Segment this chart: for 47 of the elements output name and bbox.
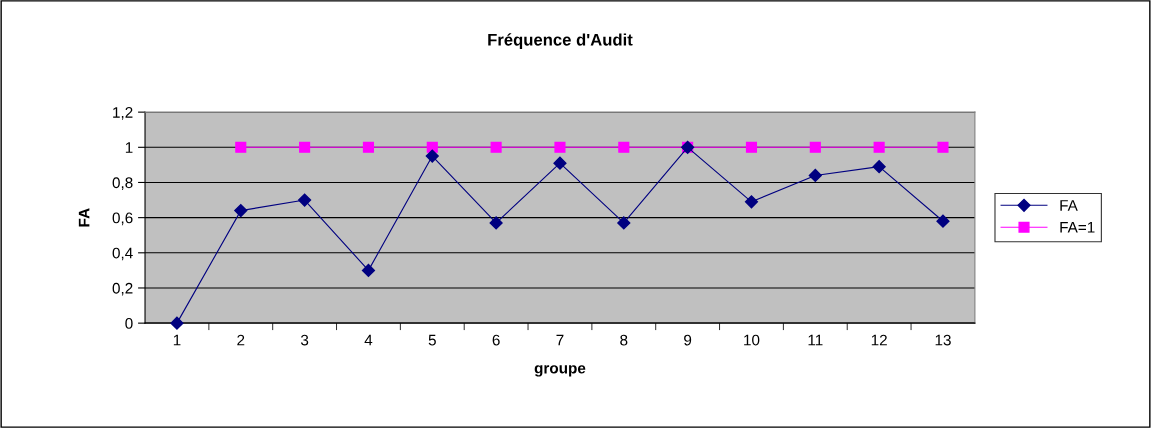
point	[745, 141, 758, 153]
x-tick-label: 7	[556, 334, 564, 346]
y-axis-title: FA	[78, 208, 90, 227]
x-tick-label: 11	[808, 334, 823, 346]
point	[234, 204, 248, 218]
x-tick-label: 8	[620, 334, 628, 346]
legend-label: FA	[1060, 200, 1078, 211]
point	[744, 195, 759, 209]
point	[936, 214, 950, 228]
x-tick-label: 5	[428, 334, 436, 346]
x-tick-label: 6	[492, 334, 500, 346]
x-tick-label: 9	[684, 334, 692, 346]
point	[362, 141, 375, 153]
y-tick-label: 0	[125, 318, 133, 329]
point	[554, 141, 566, 153]
y-tick-label: 0,6	[112, 212, 133, 226]
x-axis-title: groupe	[534, 365, 586, 377]
x-tick-label: 12	[871, 334, 887, 346]
point	[299, 141, 311, 153]
point	[425, 149, 439, 163]
x-tick-label: 13	[935, 334, 951, 346]
point	[490, 141, 502, 153]
point	[298, 193, 312, 207]
point	[809, 141, 821, 153]
point	[872, 160, 886, 174]
x-tick-label: 10	[744, 334, 760, 346]
point	[617, 216, 631, 230]
y-tick-label: 1,2	[113, 107, 133, 120]
point	[489, 216, 503, 230]
x-tick-label: 1	[173, 334, 181, 346]
point	[808, 168, 822, 183]
point	[873, 141, 885, 153]
y-tick-label: 1	[125, 142, 133, 153]
point	[235, 141, 247, 153]
chart-title: Fréquence d'Audit	[488, 33, 633, 49]
point	[361, 263, 376, 277]
y-tick-label: 0,4	[112, 247, 133, 261]
x-tick-label: 4	[364, 334, 373, 346]
point	[618, 141, 630, 153]
y-tick-label: 0,8	[112, 177, 133, 190]
legend-label: FA=1	[1060, 222, 1095, 233]
point	[553, 156, 567, 170]
x-tick-label: 2	[237, 334, 245, 346]
x-tick-label: 3	[300, 334, 309, 346]
point	[170, 316, 184, 330]
y-tick-label: 0,2	[112, 282, 133, 296]
point	[937, 141, 949, 153]
